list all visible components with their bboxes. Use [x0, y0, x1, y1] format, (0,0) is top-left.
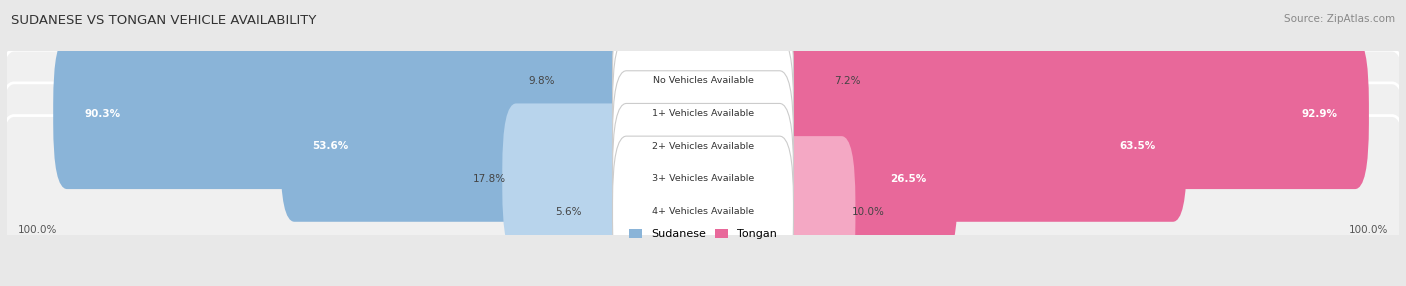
FancyBboxPatch shape: [613, 104, 793, 255]
FancyBboxPatch shape: [613, 5, 793, 156]
FancyBboxPatch shape: [766, 136, 855, 286]
FancyBboxPatch shape: [0, 50, 1406, 242]
Text: 92.9%: 92.9%: [1302, 109, 1337, 119]
Text: 10.0%: 10.0%: [852, 207, 884, 217]
FancyBboxPatch shape: [578, 136, 640, 286]
Text: 100.0%: 100.0%: [17, 225, 56, 235]
Text: 17.8%: 17.8%: [472, 174, 506, 184]
Text: 5.6%: 5.6%: [555, 207, 581, 217]
Text: 90.3%: 90.3%: [84, 109, 121, 119]
FancyBboxPatch shape: [281, 71, 640, 222]
FancyBboxPatch shape: [766, 71, 1187, 222]
Text: 1+ Vehicles Available: 1+ Vehicles Available: [652, 109, 754, 118]
Text: Source: ZipAtlas.com: Source: ZipAtlas.com: [1284, 14, 1395, 24]
Text: 4+ Vehicles Available: 4+ Vehicles Available: [652, 207, 754, 216]
FancyBboxPatch shape: [502, 104, 640, 255]
Text: 2+ Vehicles Available: 2+ Vehicles Available: [652, 142, 754, 151]
FancyBboxPatch shape: [0, 0, 1406, 177]
Text: 9.8%: 9.8%: [529, 76, 555, 86]
FancyBboxPatch shape: [551, 5, 640, 156]
Legend: Sudanese, Tongan: Sudanese, Tongan: [624, 224, 782, 244]
FancyBboxPatch shape: [766, 5, 838, 156]
Text: 7.2%: 7.2%: [835, 76, 860, 86]
Text: SUDANESE VS TONGAN VEHICLE AVAILABILITY: SUDANESE VS TONGAN VEHICLE AVAILABILITY: [11, 14, 316, 27]
FancyBboxPatch shape: [613, 136, 793, 286]
Text: No Vehicles Available: No Vehicles Available: [652, 76, 754, 86]
FancyBboxPatch shape: [613, 38, 793, 189]
FancyBboxPatch shape: [0, 116, 1406, 286]
FancyBboxPatch shape: [0, 83, 1406, 275]
FancyBboxPatch shape: [53, 38, 640, 189]
Text: 3+ Vehicles Available: 3+ Vehicles Available: [652, 174, 754, 183]
FancyBboxPatch shape: [0, 17, 1406, 210]
Text: 100.0%: 100.0%: [1350, 225, 1389, 235]
FancyBboxPatch shape: [766, 38, 1369, 189]
FancyBboxPatch shape: [613, 71, 793, 222]
Text: 26.5%: 26.5%: [890, 174, 927, 184]
Text: 53.6%: 53.6%: [312, 141, 349, 151]
FancyBboxPatch shape: [766, 104, 957, 255]
Text: 63.5%: 63.5%: [1119, 141, 1156, 151]
